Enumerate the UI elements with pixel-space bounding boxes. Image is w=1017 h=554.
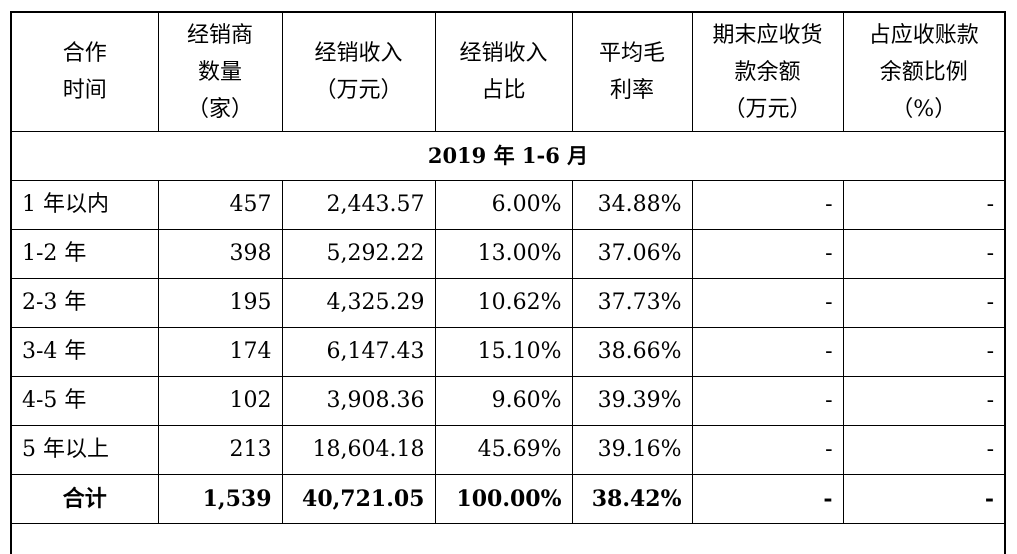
cell-distributor-count: 398 [158, 230, 282, 279]
cell-receivable-balance: - [692, 279, 843, 328]
cell-receivable-balance: - [692, 230, 843, 279]
cell-revenue: 6,147.43 [282, 328, 435, 377]
cell-revenue-share: 10.62% [435, 279, 572, 328]
cell-revenue: 3,908.36 [282, 377, 435, 426]
distributor-table: 合作 时间 经销商 数量 （家） 经销收入 （万元） 经销收入 占比 平均毛 利… [10, 11, 1006, 554]
total-distributor-count: 1,539 [158, 475, 282, 524]
cell-revenue: 18,604.18 [282, 426, 435, 475]
cell-receivable-balance: - [692, 328, 843, 377]
cell-revenue-share: 9.60% [435, 377, 572, 426]
header-revenue-share: 经销收入 占比 [435, 12, 572, 132]
cell-revenue-share: 45.69% [435, 426, 572, 475]
total-revenue-share: 100.00% [435, 475, 572, 524]
cell-receivable-ratio: - [843, 328, 1005, 377]
total-gross-margin: 38.42% [572, 475, 692, 524]
period-label: 2019 年 1-6 月 [11, 132, 1005, 181]
total-revenue: 40,721.05 [282, 475, 435, 524]
header-gross-margin: 平均毛 利率 [572, 12, 692, 132]
next-section-row [11, 524, 1005, 554]
cell-cooperation-time: 3-4 年 [11, 328, 158, 377]
cell-distributor-count: 195 [158, 279, 282, 328]
total-receivable-ratio: - [843, 475, 1005, 524]
cell-revenue: 5,292.22 [282, 230, 435, 279]
header-distribution-revenue: 经销收入 （万元） [282, 12, 435, 132]
header-row: 合作 时间 经销商 数量 （家） 经销收入 （万元） 经销收入 占比 平均毛 利… [11, 12, 1005, 132]
cell-revenue-share: 6.00% [435, 181, 572, 230]
cell-gross-margin: 37.73% [572, 279, 692, 328]
cell-receivable-ratio: - [843, 426, 1005, 475]
cell-receivable-ratio: - [843, 279, 1005, 328]
cell-receivable-ratio: - [843, 181, 1005, 230]
cell-distributor-count: 102 [158, 377, 282, 426]
cell-receivable-balance: - [692, 377, 843, 426]
cell-revenue: 4,325.29 [282, 279, 435, 328]
cell-receivable-ratio: - [843, 230, 1005, 279]
next-section-cell [11, 524, 1005, 554]
cell-distributor-count: 213 [158, 426, 282, 475]
cell-cooperation-time: 1-2 年 [11, 230, 158, 279]
cell-cooperation-time: 2-3 年 [11, 279, 158, 328]
cell-gross-margin: 39.39% [572, 377, 692, 426]
cell-revenue-share: 15.10% [435, 328, 572, 377]
total-receivable-balance: - [692, 475, 843, 524]
total-cooperation-time: 合计 [11, 475, 158, 524]
header-distributor-count: 经销商 数量 （家） [158, 12, 282, 132]
cell-revenue: 2,443.57 [282, 181, 435, 230]
cell-gross-margin: 37.06% [572, 230, 692, 279]
cell-cooperation-time: 1 年以内 [11, 181, 158, 230]
cell-cooperation-time: 4-5 年 [11, 377, 158, 426]
cell-gross-margin: 34.88% [572, 181, 692, 230]
cell-receivable-ratio: - [843, 377, 1005, 426]
cell-cooperation-time: 5 年以上 [11, 426, 158, 475]
cell-receivable-balance: - [692, 181, 843, 230]
header-receivable-ratio: 占应收账款 余额比例 （%） [843, 12, 1005, 132]
period-row: 2019 年 1-6 月 [11, 132, 1005, 181]
cell-revenue-share: 13.00% [435, 230, 572, 279]
cell-receivable-balance: - [692, 426, 843, 475]
cell-gross-margin: 38.66% [572, 328, 692, 377]
cell-distributor-count: 457 [158, 181, 282, 230]
cell-distributor-count: 174 [158, 328, 282, 377]
cell-gross-margin: 39.16% [572, 426, 692, 475]
header-receivable-balance: 期末应收货 款余额 （万元） [692, 12, 843, 132]
header-cooperation-time: 合作 时间 [11, 12, 158, 132]
